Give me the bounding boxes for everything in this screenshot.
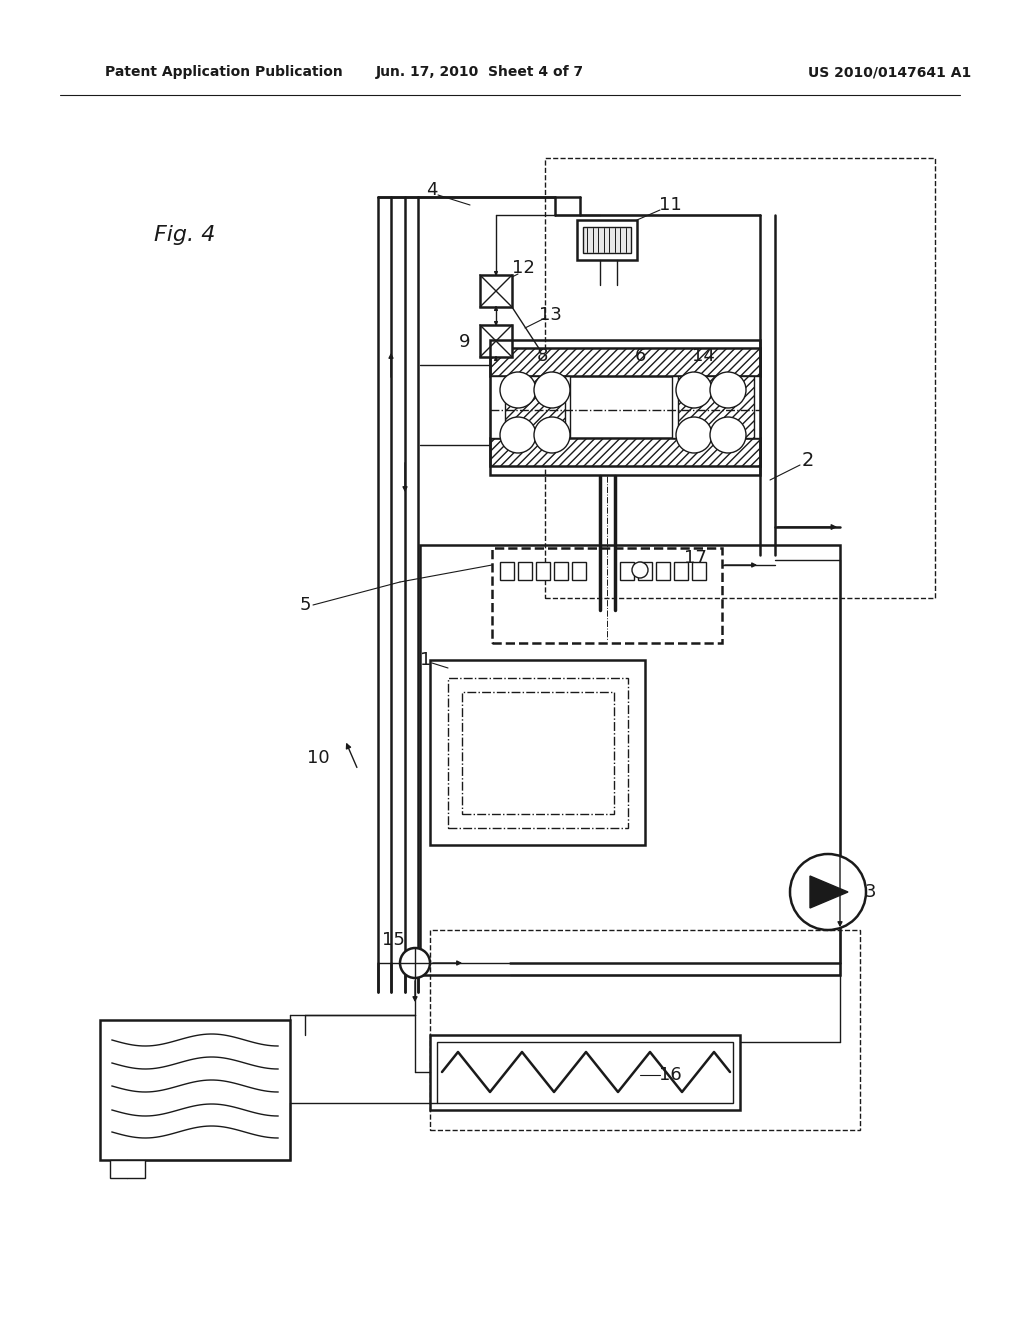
Circle shape [400,948,430,978]
Text: 16: 16 [658,1067,681,1084]
Bar [583,227,631,253]
Bar [110,1160,145,1177]
Bar [577,220,637,260]
Text: Patent Application Publication: Patent Application Publication [105,65,343,79]
Text: 13: 13 [539,306,561,323]
Bar [518,562,532,579]
Bar [490,341,760,475]
Circle shape [790,854,866,931]
Circle shape [534,372,570,408]
Text: 2: 2 [802,450,814,470]
Text: 8: 8 [537,347,548,366]
Circle shape [676,372,712,408]
Text: 6: 6 [634,347,646,366]
Circle shape [676,417,712,453]
Bar [490,438,760,466]
Bar [678,376,754,438]
Text: 4: 4 [426,181,437,199]
Bar [100,1020,290,1160]
Bar [449,678,628,828]
Text: 14: 14 [691,347,715,366]
Bar [620,562,634,579]
Circle shape [632,562,648,578]
Bar [480,275,512,308]
Bar [656,562,670,579]
Text: 17: 17 [684,549,707,568]
Text: Jun. 17, 2010  Sheet 4 of 7: Jun. 17, 2010 Sheet 4 of 7 [376,65,584,79]
Text: US 2010/0147641 A1: US 2010/0147641 A1 [808,65,972,79]
Bar [490,376,570,438]
Polygon shape [810,876,848,908]
Bar [462,692,614,814]
Bar [430,931,860,1130]
Bar [492,548,722,643]
Bar [554,562,568,579]
Text: 9: 9 [459,333,471,351]
Bar [672,376,760,438]
Bar [692,562,706,579]
Circle shape [500,417,536,453]
Text: 3: 3 [864,883,876,902]
Bar [500,562,514,579]
Bar [490,348,760,376]
Bar [638,562,652,579]
Bar [437,1041,733,1104]
Bar [430,660,645,845]
Text: Fig. 4: Fig. 4 [155,224,216,246]
Circle shape [534,417,570,453]
Bar [420,545,840,975]
Bar [572,562,586,579]
Bar [536,562,550,579]
Text: 11: 11 [658,195,681,214]
Bar [505,376,565,438]
Circle shape [710,417,746,453]
Text: 1: 1 [420,651,432,669]
Bar [480,325,512,356]
Circle shape [500,372,536,408]
Bar [430,1035,740,1110]
Circle shape [710,372,746,408]
Text: 10: 10 [306,748,330,767]
Text: 12: 12 [512,259,535,277]
Bar [545,158,935,598]
Text: 15: 15 [382,931,404,949]
Text: 5: 5 [299,597,310,614]
Bar [674,562,688,579]
